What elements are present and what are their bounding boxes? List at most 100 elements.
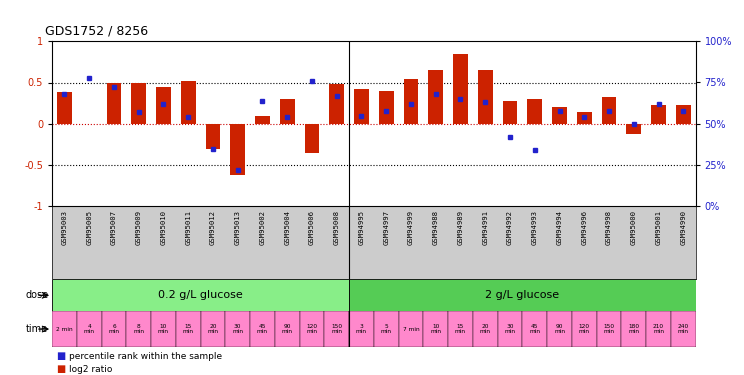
Bar — [676, 105, 690, 124]
Text: dose: dose — [25, 290, 48, 300]
Bar — [429, 70, 443, 124]
Text: GSM94989: GSM94989 — [458, 210, 464, 245]
Bar — [403, 79, 418, 124]
Bar — [399, 311, 423, 347]
Text: 45
min: 45 min — [257, 324, 268, 334]
Text: 150
min: 150 min — [603, 324, 615, 334]
Bar — [577, 112, 591, 124]
Bar — [374, 311, 399, 347]
Bar — [77, 311, 102, 347]
Bar — [52, 311, 77, 347]
Bar — [473, 311, 498, 347]
Bar — [131, 82, 146, 124]
Text: 90
min: 90 min — [554, 324, 565, 334]
Bar — [324, 311, 349, 347]
Bar — [547, 311, 572, 347]
Text: 20
min: 20 min — [480, 324, 491, 334]
Text: 15
min: 15 min — [183, 324, 193, 334]
Text: GSM94998: GSM94998 — [606, 210, 612, 245]
Bar — [503, 100, 517, 124]
Text: 90
min: 90 min — [282, 324, 292, 334]
Text: GSM95002: GSM95002 — [260, 210, 266, 245]
Text: GSM95001: GSM95001 — [655, 210, 661, 245]
Bar — [176, 311, 201, 347]
Bar — [255, 116, 270, 124]
Text: GSM95008: GSM95008 — [334, 210, 340, 245]
Bar — [602, 98, 617, 124]
Bar — [621, 311, 646, 347]
Bar — [626, 124, 641, 134]
Bar — [527, 99, 542, 124]
Text: 5
min: 5 min — [381, 324, 392, 334]
Bar — [231, 124, 246, 175]
Text: 3
min: 3 min — [356, 324, 367, 334]
Bar — [478, 70, 493, 124]
Bar — [651, 105, 666, 124]
Bar — [552, 107, 567, 124]
Bar — [330, 84, 344, 124]
Bar — [205, 124, 220, 148]
Text: percentile rank within the sample: percentile rank within the sample — [69, 352, 222, 361]
Text: 20
min: 20 min — [208, 324, 219, 334]
Text: GSM95009: GSM95009 — [135, 210, 141, 245]
Text: GDS1752 / 8256: GDS1752 / 8256 — [45, 24, 148, 38]
Text: GSM94994: GSM94994 — [557, 210, 562, 245]
Text: 150
min: 150 min — [331, 324, 342, 334]
Bar — [498, 311, 522, 347]
Text: 6
min: 6 min — [109, 324, 120, 334]
Text: ■: ■ — [56, 351, 65, 361]
Text: 10
min: 10 min — [430, 324, 441, 334]
Text: 45
min: 45 min — [529, 324, 540, 334]
Text: 120
min: 120 min — [307, 324, 318, 334]
Text: 210
min: 210 min — [653, 324, 664, 334]
Text: 8
min: 8 min — [133, 324, 144, 334]
Bar — [250, 311, 275, 347]
Text: 120
min: 120 min — [579, 324, 590, 334]
Bar — [453, 54, 468, 124]
Text: GSM95000: GSM95000 — [631, 210, 637, 245]
Text: GSM95005: GSM95005 — [86, 210, 92, 245]
Bar — [646, 311, 671, 347]
Text: 0.2 g/L glucose: 0.2 g/L glucose — [158, 290, 243, 300]
Text: 30
min: 30 min — [232, 324, 243, 334]
Text: 180
min: 180 min — [628, 324, 639, 334]
Text: GSM94993: GSM94993 — [532, 210, 538, 245]
Text: 2 min: 2 min — [56, 327, 73, 332]
Text: GSM94992: GSM94992 — [507, 210, 513, 245]
Bar — [423, 311, 448, 347]
Text: GSM95006: GSM95006 — [309, 210, 315, 245]
Text: GSM94999: GSM94999 — [408, 210, 414, 245]
Text: 240
min: 240 min — [678, 324, 689, 334]
Bar — [522, 311, 547, 347]
Bar — [275, 311, 300, 347]
Bar — [448, 311, 473, 347]
Bar — [304, 124, 319, 153]
Bar — [225, 311, 250, 347]
Bar — [597, 311, 621, 347]
Text: GSM94990: GSM94990 — [680, 210, 686, 245]
Text: GSM95007: GSM95007 — [111, 210, 117, 245]
Bar — [201, 311, 225, 347]
Text: 15
min: 15 min — [455, 324, 466, 334]
Text: log2 ratio: log2 ratio — [69, 364, 112, 374]
Bar — [52, 279, 349, 311]
Text: GSM95011: GSM95011 — [185, 210, 191, 245]
Bar — [280, 99, 295, 124]
Text: GSM94997: GSM94997 — [383, 210, 389, 245]
Bar — [181, 81, 196, 124]
Text: GSM95012: GSM95012 — [210, 210, 216, 245]
Bar — [106, 82, 121, 124]
Text: GSM95010: GSM95010 — [161, 210, 167, 245]
Bar — [57, 92, 72, 124]
Text: GSM95003: GSM95003 — [62, 210, 68, 245]
Text: 4
min: 4 min — [84, 324, 94, 334]
Bar — [151, 311, 176, 347]
Text: 7 min: 7 min — [403, 327, 420, 332]
Bar — [126, 311, 151, 347]
Text: GSM94988: GSM94988 — [433, 210, 439, 245]
Text: GSM95004: GSM95004 — [284, 210, 290, 245]
Bar — [671, 311, 696, 347]
Text: 10
min: 10 min — [158, 324, 169, 334]
Bar — [379, 91, 394, 124]
Bar — [349, 279, 696, 311]
